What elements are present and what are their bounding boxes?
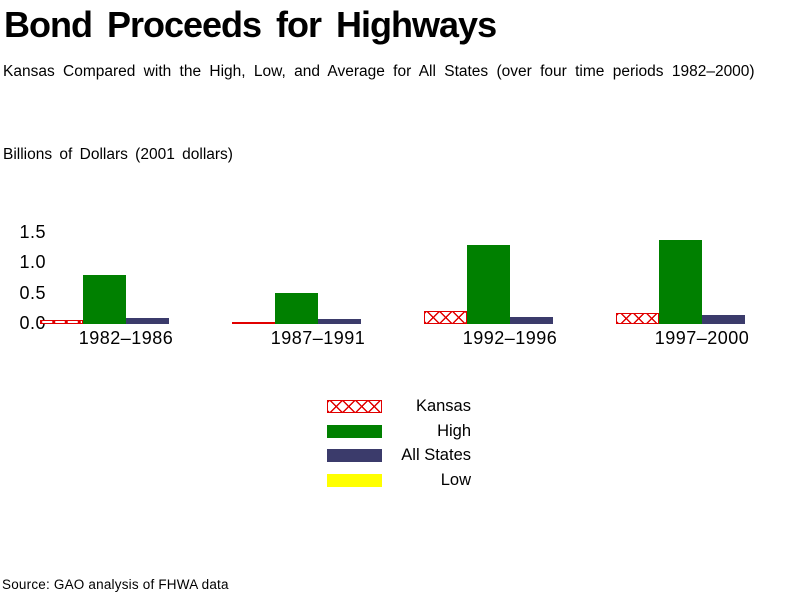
all-states-bar-1992–1996 xyxy=(510,317,553,324)
legend-swatch-high xyxy=(327,424,382,438)
x-axis-label-1: 1987–1991 xyxy=(270,328,366,348)
y-tick-label-1: 1.0 xyxy=(19,252,46,272)
legend-swatch-kansas xyxy=(327,400,382,413)
legend-label-low: Low xyxy=(440,470,471,489)
high-bar-1982–1986 xyxy=(83,275,126,324)
y-tick-label-0: 1.5 xyxy=(19,221,46,242)
source-note: Source: GAO analysis of FHWA data xyxy=(2,577,229,592)
legend-label-kansas: Kansas xyxy=(415,397,471,415)
legend-label-high: High xyxy=(437,421,471,440)
x-axis-label-2: 1992–1996 xyxy=(462,328,558,348)
y-axis-title: Billions of Dollars (2001 dollars) xyxy=(3,146,233,163)
kansas-bar-1987–1991 xyxy=(232,322,275,324)
all-states-bar-1997–2000 xyxy=(702,315,745,324)
high-bar-1997–2000 xyxy=(659,240,702,324)
chart-subtitle: Kansas Compared with the High, Low, and … xyxy=(3,63,755,80)
kansas-bar-1982–1986 xyxy=(40,320,83,324)
legend-swatch-low xyxy=(327,473,382,487)
all-states-bar-1982–1986 xyxy=(126,318,169,324)
y-tick-label-2: 0.5 xyxy=(19,282,46,303)
high-bar-1992–1996 xyxy=(467,245,510,324)
legend-swatch-all-states xyxy=(327,449,382,462)
legend-label-all-states: All States xyxy=(401,446,471,464)
chart-title: Bond Proceeds for Highways xyxy=(4,4,497,45)
kansas-bar-1992–1996 xyxy=(424,311,467,324)
y-tick-label-3: 0.0 xyxy=(19,313,46,333)
high-bar-1987–1991 xyxy=(275,293,318,324)
x-axis-label-0: 1982–1986 xyxy=(78,328,174,348)
x-axis-label-3: 1997–2000 xyxy=(654,328,750,348)
all-states-bar-1987–1991 xyxy=(318,319,361,324)
kansas-bar-1997–2000 xyxy=(616,313,659,324)
